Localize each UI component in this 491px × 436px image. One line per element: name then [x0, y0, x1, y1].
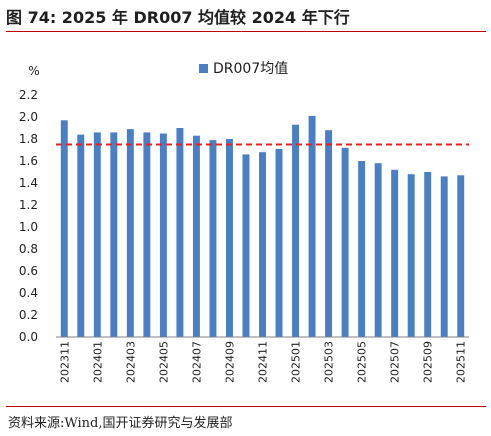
- figure-title: 图 74: 2025 年 DR007 均值较 2024 年下行: [6, 8, 350, 27]
- y-tick-label: 1.6: [19, 154, 38, 168]
- x-tick-label: 202409: [223, 341, 236, 383]
- bar-202411: [259, 152, 266, 337]
- title-rule: [6, 31, 486, 32]
- bar-202312: [77, 134, 85, 337]
- x-tick-label: 202311: [58, 341, 71, 383]
- y-tick-label: 2.0: [19, 110, 38, 124]
- bar-202403: [126, 129, 134, 337]
- y-tick-label: 1.8: [19, 132, 38, 146]
- y-tick-label: 2.2: [19, 88, 38, 102]
- y-tick-label: 0.0: [19, 330, 38, 344]
- x-tick-label: 202411: [257, 341, 270, 383]
- bar-202511: [457, 175, 465, 337]
- bar-202501: [292, 124, 300, 337]
- y-tick-label: 1.0: [19, 220, 38, 234]
- bar-chart: % 0.0 0.2 0.4 0.6 0.8 1.0 1.2 1.4 1.6 1.8 2.0 2.2 202…: [19, 61, 469, 383]
- legend-label: DR007均值: [213, 61, 288, 77]
- x-tick-label: 202401: [91, 341, 104, 383]
- x-tick-label: 202405: [157, 341, 170, 383]
- y-tick-label: 1.2: [19, 198, 38, 212]
- bar-202508: [407, 174, 415, 337]
- x-tick-label: 202407: [190, 341, 203, 383]
- bar-202407: [192, 135, 200, 337]
- bar-202401: [93, 132, 101, 337]
- bar-202405: [159, 133, 167, 337]
- bar-202406: [176, 128, 184, 337]
- bar-202510: [440, 176, 448, 337]
- bar-202410: [242, 154, 250, 337]
- figure-source: 资料来源:Wind,国开证券研究与发展部: [8, 416, 233, 431]
- bar-202507: [391, 169, 399, 337]
- y-tick-label: 1.4: [19, 176, 38, 190]
- y-tick-label: 0.4: [19, 286, 38, 300]
- bar-202502: [308, 115, 316, 338]
- bar-202505: [358, 161, 366, 337]
- x-tick-label: 202507: [389, 341, 402, 383]
- y-tick-label: 0.8: [19, 242, 38, 256]
- x-tick-label: 202403: [124, 341, 137, 383]
- y-axis-unit: %: [28, 64, 39, 78]
- bar-202404: [143, 132, 151, 337]
- x-tick-label: 202511: [455, 341, 468, 383]
- x-tick-label: 202505: [356, 341, 369, 383]
- x-tick-label: 202509: [422, 341, 435, 383]
- bar-202509: [424, 172, 432, 337]
- bar-202412: [275, 148, 283, 337]
- bar-202506: [374, 163, 382, 337]
- x-tick-label: 202501: [290, 341, 303, 383]
- source-rule: [6, 406, 486, 407]
- bar-202311: [60, 120, 68, 337]
- bar-202408: [209, 140, 217, 337]
- y-tick-label: 0.6: [19, 264, 38, 278]
- legend-swatch: [199, 64, 208, 73]
- x-tick-label: 202503: [323, 341, 336, 383]
- y-tick-label: 0.2: [19, 308, 38, 322]
- bar-202504: [341, 147, 349, 337]
- bar-202409: [225, 139, 233, 337]
- bar-202503: [325, 130, 333, 337]
- bar-202402: [110, 132, 118, 337]
